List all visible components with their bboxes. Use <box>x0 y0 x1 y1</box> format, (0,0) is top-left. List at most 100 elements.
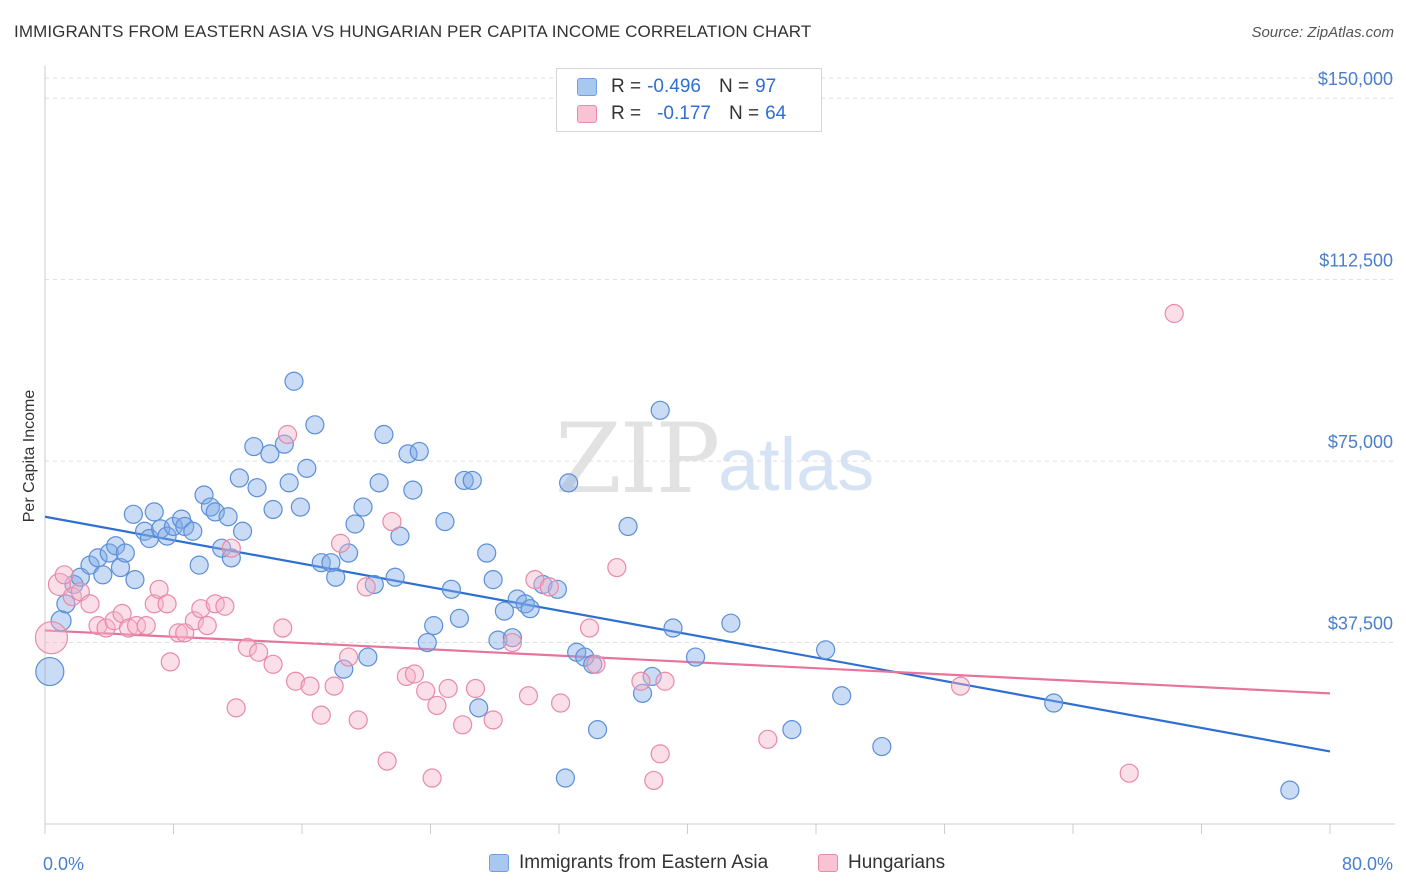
point-hungarians-5 <box>80 594 100 614</box>
point-eastern-asia-0 <box>35 656 65 687</box>
point-eastern-asia-59 <box>424 616 444 636</box>
point-hungarians-20 <box>191 599 211 619</box>
point-eastern-asia-24 <box>194 485 214 505</box>
point-hungarians-28 <box>263 654 283 674</box>
point-eastern-asia-26 <box>205 502 225 522</box>
point-hungarians-65 <box>1164 303 1184 324</box>
point-eastern-asia-23 <box>189 555 209 575</box>
series-legend-hungarians: Hungarians <box>818 852 945 874</box>
legend-r-value: -0.496 <box>647 76 701 97</box>
legend-row-hungarians: R = -0.177 N = 64 <box>577 101 786 127</box>
x-tick-label-max: 80.0% <box>1342 854 1393 874</box>
point-eastern-asia-8 <box>99 543 119 563</box>
point-hungarians-1 <box>47 572 72 597</box>
point-eastern-asia-40 <box>297 458 317 478</box>
point-hungarians-46 <box>438 678 458 699</box>
point-eastern-asia-65 <box>469 698 489 718</box>
point-eastern-asia-70 <box>502 628 523 648</box>
y-tick-label-3: $150,000 <box>1318 69 1393 89</box>
point-eastern-asia-64 <box>462 470 482 491</box>
series-name-eastern-asia: Immigrants from Eastern Asia <box>519 852 769 873</box>
point-hungarians-48 <box>465 678 486 699</box>
watermark: ZIP atlas <box>555 403 874 515</box>
point-hungarians-49 <box>483 710 503 730</box>
point-hungarians-37 <box>348 710 368 730</box>
point-eastern-asia-2 <box>56 594 76 614</box>
point-eastern-asia-89 <box>782 720 802 740</box>
point-eastern-asia-37 <box>279 473 299 493</box>
point-eastern-asia-61 <box>441 579 461 599</box>
point-eastern-asia-38 <box>284 371 304 391</box>
point-eastern-asia-51 <box>369 473 389 493</box>
point-eastern-asia-69 <box>494 601 514 621</box>
point-eastern-asia-83 <box>632 683 653 703</box>
point-hungarians-43 <box>416 681 436 701</box>
point-hungarians-64 <box>1119 763 1139 783</box>
point-hungarians-14 <box>149 579 169 599</box>
series-swatch-eastern-asia <box>489 854 509 872</box>
point-eastern-asia-45 <box>334 659 354 679</box>
point-eastern-asia-42 <box>311 553 331 573</box>
point-hungarians-0 <box>34 621 69 655</box>
point-eastern-asia-43 <box>321 553 341 573</box>
x-tick-labels: 0.0% 80.0% <box>43 854 1393 874</box>
point-eastern-asia-57 <box>409 441 429 462</box>
point-eastern-asia-49 <box>358 647 378 667</box>
point-hungarians-47 <box>453 715 473 735</box>
point-hungarians-38 <box>356 577 376 597</box>
point-hungarians-32 <box>300 676 320 696</box>
point-hungarians-15 <box>157 594 177 614</box>
point-hungarians-54 <box>551 693 571 713</box>
point-eastern-asia-48 <box>353 497 373 517</box>
point-hungarians-21 <box>197 616 217 636</box>
point-hungarians-17 <box>168 623 188 643</box>
point-eastern-asia-85 <box>650 400 670 420</box>
point-eastern-asia-76 <box>555 768 576 788</box>
point-eastern-asia-60 <box>435 511 455 532</box>
watermark-atlas: atlas <box>718 423 874 506</box>
point-eastern-asia-35 <box>263 499 283 520</box>
point-eastern-asia-41 <box>305 415 325 435</box>
point-eastern-asia-68 <box>488 630 508 650</box>
point-eastern-asia-62 <box>449 608 470 628</box>
point-hungarians-7 <box>96 618 116 638</box>
point-eastern-asia-66 <box>477 543 497 563</box>
series-legend: Immigrants from Eastern Asia Hungarians <box>0 852 1406 878</box>
point-eastern-asia-54 <box>390 526 410 546</box>
point-hungarians-30 <box>277 424 298 445</box>
point-eastern-asia-79 <box>575 647 595 667</box>
point-eastern-asia-88 <box>721 613 741 633</box>
point-eastern-asia-34 <box>260 444 280 464</box>
point-hungarians-62 <box>758 729 778 749</box>
grid-lines <box>45 77 1395 644</box>
y-tick-labels: $37,500 $75,000 $112,500 $150,000 <box>1318 69 1393 633</box>
point-eastern-asia-27 <box>212 538 232 558</box>
point-eastern-asia-63 <box>454 470 474 491</box>
y-tick-label-0: $37,500 <box>1328 614 1393 634</box>
point-eastern-asia-91 <box>832 686 852 706</box>
point-eastern-asia-67 <box>483 570 503 590</box>
point-eastern-asia-93 <box>1044 693 1064 713</box>
point-eastern-asia-5 <box>80 555 100 575</box>
axes <box>44 66 1395 834</box>
point-eastern-asia-31 <box>232 521 253 541</box>
point-eastern-asia-32 <box>244 436 264 457</box>
point-hungarians-11 <box>126 616 147 636</box>
source-label: Source: ZipAtlas.com <box>1251 24 1394 41</box>
point-hungarians-26 <box>237 637 257 657</box>
point-hungarians-36 <box>338 647 359 667</box>
point-eastern-asia-39 <box>290 497 310 517</box>
correlation-legend: R = -0.496 N = 97 R = -0.177 N = 64 <box>556 68 822 132</box>
point-hungarians-63 <box>950 676 971 696</box>
y-tick-label-1: $75,000 <box>1328 432 1393 452</box>
legend-swatch-eastern-asia <box>577 78 597 96</box>
legend-r-label: R = <box>611 103 642 124</box>
point-eastern-asia-16 <box>144 502 164 522</box>
point-eastern-asia-58 <box>417 632 437 653</box>
point-eastern-asia-29 <box>221 548 241 568</box>
point-eastern-asia-82 <box>618 516 638 537</box>
point-hungarians-2 <box>54 565 74 585</box>
legend-r-label: R = <box>611 76 642 97</box>
point-eastern-asia-94 <box>1280 780 1300 800</box>
